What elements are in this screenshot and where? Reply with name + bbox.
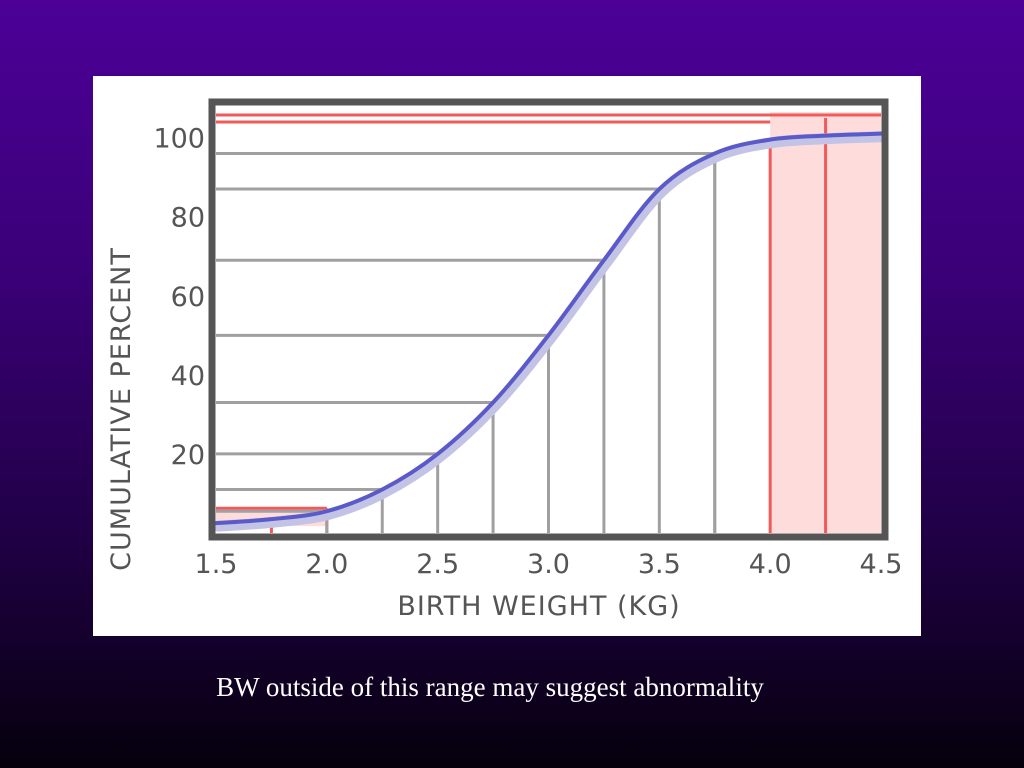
cumulative-curve [212,131,889,532]
y-tick-label: 80 [171,203,205,234]
y-axis-title: CUMULATIVE PERCENT [106,247,137,571]
y-tick-label: 100 [153,124,205,155]
x-tick-label: 2.0 [305,549,348,580]
x-tick-label: 4.5 [860,549,903,580]
cumulative-birth-weight-chart: 1.5 2.0 2.5 3.0 3.5 4.0 4.5 20 40 60 80 100 BIRTH … [106,98,903,622]
x-tick-label: 3.5 [638,549,681,580]
chart-panel: 1.5 2.0 2.5 3.0 3.5 4.0 4.5 20 40 60 80 100 BIRTH … [93,76,921,636]
curve-shadow [212,131,889,532]
x-tick-label: 3.0 [527,549,570,580]
x-tick-labels: 1.5 2.0 2.5 3.0 3.5 4.0 4.5 [195,549,903,580]
x-tick-label: 1.5 [195,549,238,580]
y-tick-labels: 20 40 60 80 100 [153,124,205,471]
y-tick-label: 20 [171,440,205,471]
y-tick-label: 60 [171,282,205,313]
gridlines [216,151,717,533]
x-tick-label: 4.0 [749,549,792,580]
x-tick-label: 2.5 [416,549,459,580]
slide-caption: BW outside of this range may suggest abn… [216,672,764,702]
curve-line [214,131,883,526]
y-tick-label: 40 [171,361,205,392]
high-range-highlight [216,112,881,533]
x-axis-title: BIRTH WEIGHT (KG) [397,591,680,622]
plot-frame [208,98,889,541]
